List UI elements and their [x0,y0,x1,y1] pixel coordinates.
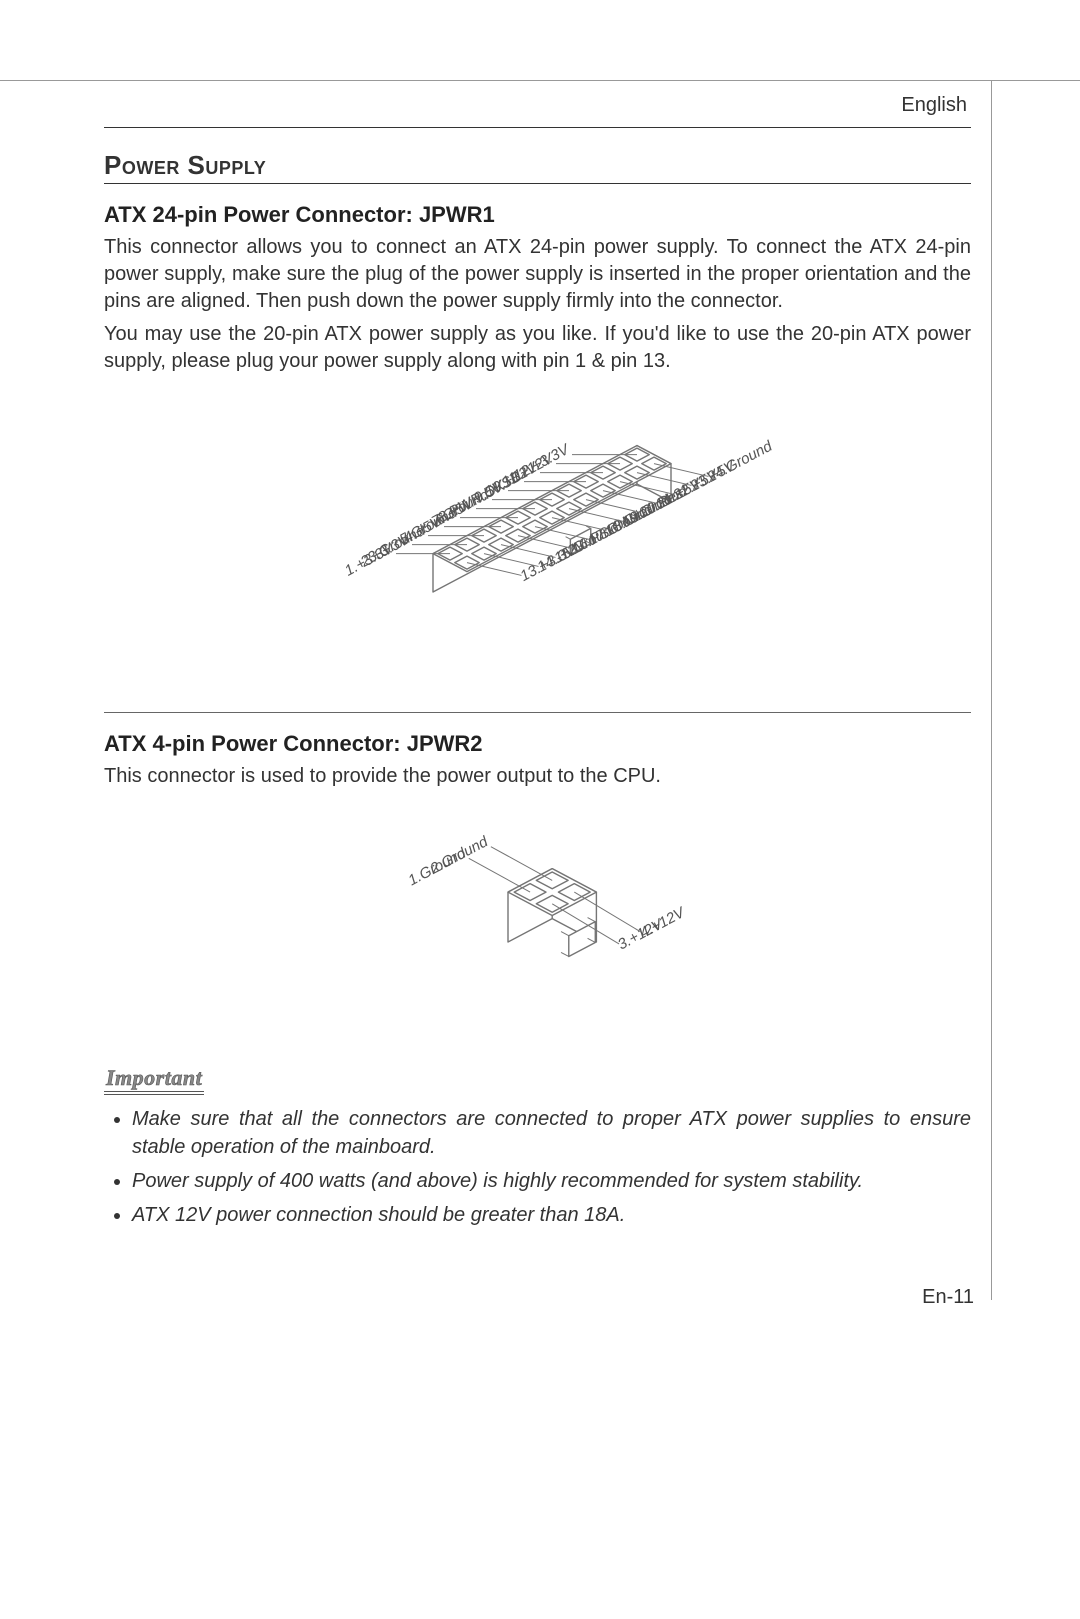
svg-text:2.Ground: 2.Ground [426,833,491,878]
language-label: English [104,80,971,128]
svg-text:12.+3.3V: 12.+3.3V [510,440,573,484]
divider [104,712,971,713]
svg-text:24.Ground: 24.Ground [703,437,775,486]
jpwr1-para1: This connector allows you to connect an … [104,234,971,315]
jpwr1-para2: You may use the 20-pin ATX power supply … [104,321,971,375]
jpwr1-heading: ATX 24-pin Power Connector: JPWR1 [104,202,971,228]
section-heading: Power Supply [104,150,971,184]
important-note: Power supply of 400 watts (and above) is… [132,1167,971,1195]
important-note: Make sure that all the connectors are co… [132,1105,971,1161]
jpwr2-heading: ATX 4-pin Power Connector: JPWR2 [104,731,971,757]
important-heading: Important [104,1065,204,1095]
page: English Power Supply ATX 24-pin Power Co… [0,0,1080,1619]
important-note: ATX 12V power connection should be great… [132,1201,971,1229]
content-frame: English Power Supply ATX 24-pin Power Co… [82,80,992,1300]
important-list: Make sure that all the connectors are co… [104,1105,971,1229]
jpwr2-para: This connector is used to provide the po… [104,763,971,790]
svg-text:4.+12V: 4.+12V [637,903,689,941]
jpwr1-diagram: 1.+3.3V2.+3.3V3.Ground4.+5V5.Ground6.+5V… [104,397,971,682]
jpwr2-diagram: 1.Ground2.Ground3.+12V4.+12V [104,812,971,1017]
page-number: En-11 [922,1286,974,1309]
